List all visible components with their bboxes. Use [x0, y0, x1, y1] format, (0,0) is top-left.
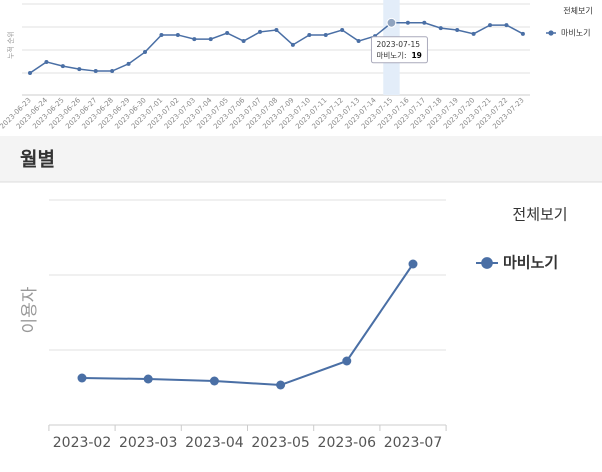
- data-point: [110, 69, 115, 74]
- data-point: [93, 69, 98, 74]
- data-point: [241, 39, 246, 44]
- y-axis-label: 누적 순위: [6, 31, 15, 59]
- data-point: [143, 374, 153, 384]
- data-point: [356, 39, 361, 44]
- data-point: [192, 37, 197, 42]
- legend-label: 마비노기: [503, 254, 558, 272]
- x-tick-label: 2023-02: [53, 435, 112, 451]
- data-point: [408, 259, 418, 269]
- data-point: [386, 17, 397, 28]
- data-point: [422, 20, 427, 25]
- x-tick-label: 2023-03: [119, 435, 178, 451]
- data-point: [143, 50, 148, 55]
- x-tick-label: 2023-04: [185, 435, 244, 451]
- data-point: [209, 376, 219, 386]
- data-point: [290, 42, 295, 47]
- data-point: [520, 31, 525, 36]
- x-tick-label: 2023-05: [251, 435, 310, 451]
- y-axis-label: 이용자: [20, 286, 40, 333]
- data-point: [175, 32, 180, 37]
- section-band: [0, 136, 602, 182]
- data-point: [276, 380, 286, 390]
- data-point: [28, 70, 32, 75]
- data-point: [126, 61, 131, 66]
- data-point: [471, 31, 476, 36]
- legend-marker: [548, 30, 554, 36]
- data-point: [225, 31, 230, 36]
- legend-label: 마비노기: [561, 29, 590, 38]
- legend-title: 전체보기: [512, 206, 567, 224]
- data-point: [340, 28, 345, 33]
- series-line: [81, 263, 414, 387]
- legend-marker: [481, 257, 493, 269]
- data-point: [274, 28, 279, 33]
- data-point: [504, 23, 509, 28]
- legend-title: 전체보기: [563, 6, 592, 16]
- tooltip-date: 2023-07-15: [376, 40, 420, 49]
- data-point: [323, 32, 328, 37]
- x-tick-label: 2023-07: [384, 435, 443, 451]
- section-title: 월별: [20, 149, 55, 171]
- x-tick-label: 2023-06: [318, 435, 377, 451]
- tooltip-label: 마비노기:: [376, 51, 406, 60]
- data-point: [44, 59, 49, 64]
- data-point: [77, 373, 87, 383]
- data-point: [342, 356, 352, 366]
- data-point: [60, 64, 65, 69]
- data-point: [488, 23, 493, 28]
- data-point: [159, 32, 164, 37]
- data-point: [77, 67, 82, 72]
- data-point: [258, 29, 263, 34]
- data-point: [208, 37, 213, 42]
- data-point: [405, 20, 410, 25]
- data-point: [307, 32, 312, 37]
- data-point: [438, 26, 443, 31]
- tooltip-box: [370, 36, 428, 64]
- tooltip-value: 19: [411, 51, 421, 60]
- data-point: [455, 28, 460, 33]
